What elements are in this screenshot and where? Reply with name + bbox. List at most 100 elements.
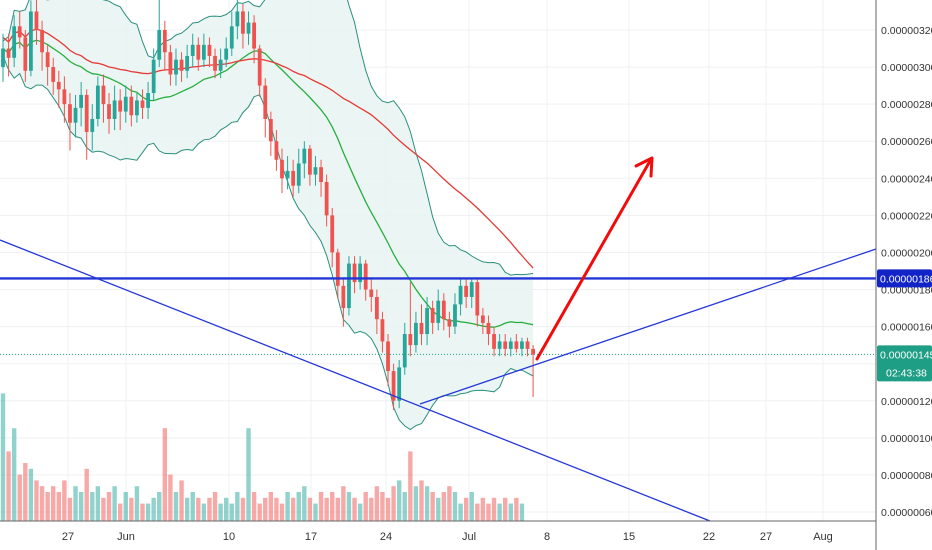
volume-bar: [95, 486, 101, 521]
volume-bar: [335, 497, 340, 521]
volume-bar: [313, 503, 318, 521]
bollinger-upper-band: [2, 0, 534, 276]
volume-bar: [179, 480, 184, 521]
y-tick-label: 0.00000300: [881, 62, 932, 74]
candle-body: [319, 167, 323, 183]
candle-body: [168, 52, 173, 75]
candle-body: [45, 52, 50, 68]
volume-bar: [374, 486, 380, 521]
volume-bar: [380, 492, 385, 521]
y-tick-label: 0.00000280: [881, 99, 932, 111]
volume-bar: [240, 497, 246, 521]
candle-body: [56, 81, 61, 90]
current-price-label: 0.00000145: [880, 349, 932, 361]
y-tick-label: 0.00000060: [881, 507, 932, 519]
volume-bar: [229, 503, 234, 521]
candle-body: [162, 30, 167, 53]
x-tick-label: 22: [703, 531, 715, 543]
candle-body: [291, 170, 296, 186]
volume-bar: [168, 474, 173, 521]
candle-body: [386, 341, 390, 372]
candle-body: [469, 282, 474, 297]
candle-body: [257, 48, 262, 86]
candle-body: [146, 93, 150, 108]
candle-body: [352, 263, 357, 283]
candle-body: [441, 300, 446, 320]
volume-bar: [106, 492, 112, 521]
candle-body: [503, 341, 508, 349]
candle-body: [34, 11, 39, 30]
volume-bar: [0, 393, 6, 521]
candle-body: [475, 282, 480, 316]
volume-bar: [519, 503, 525, 521]
candle-body: [241, 11, 245, 34]
candle-body: [347, 263, 351, 309]
support-trendline[interactable]: [419, 248, 877, 405]
candle-body: [380, 319, 385, 342]
candle-body: [123, 96, 128, 112]
candle-body: [190, 44, 195, 56]
volume-bar: [129, 497, 134, 521]
candle-body: [436, 300, 441, 323]
volume-bar: [402, 492, 407, 521]
volume-bar: [140, 503, 145, 521]
volume-bar: [318, 492, 324, 521]
candle-body: [95, 85, 100, 119]
volume-bar: [441, 492, 447, 521]
candle-body: [17, 26, 22, 38]
y-tick-label: 0.00000200: [881, 247, 932, 259]
volume-bar: [436, 497, 441, 521]
candle-body: [453, 304, 457, 327]
resistance-price-badge: 0.00000186: [877, 269, 932, 288]
projection-arrow[interactable]: [535, 156, 654, 361]
candle-body: [358, 263, 363, 283]
candle-body: [29, 11, 33, 71]
candle-body: [246, 22, 251, 34]
moving-average-red: [2, 28, 534, 269]
candle-body: [73, 107, 78, 123]
volume-bar: [145, 503, 151, 521]
candle-body: [84, 94, 89, 132]
descending-trendline[interactable]: [0, 239, 711, 522]
candle-body: [313, 167, 318, 175]
candle-body: [229, 26, 234, 49]
y-tick-label: 0.00000180: [881, 285, 932, 297]
candle-body: [23, 37, 28, 71]
volume-bar: [235, 492, 240, 521]
volume-bar: [491, 497, 497, 521]
volume-bar: [396, 480, 402, 521]
volume-bar: [90, 492, 95, 521]
volume-bar: [430, 492, 435, 521]
candle-body: [508, 341, 513, 349]
candle-body: [90, 118, 95, 132]
volume-bar: [391, 486, 396, 521]
candle-body: [68, 104, 72, 123]
volume-bar: [45, 492, 50, 521]
candle-body: [341, 285, 346, 309]
volume-bar: [123, 492, 128, 521]
volume-bar: [307, 497, 313, 521]
volume-bar: [78, 492, 84, 521]
candle-body: [430, 308, 435, 323]
volume-bar: [469, 492, 474, 521]
volume-bar: [157, 492, 162, 521]
candle-body: [268, 118, 273, 142]
volume-bar: [341, 486, 346, 521]
candle-body: [235, 11, 240, 27]
x-tick-label: Jul: [462, 531, 476, 543]
candle-body: [302, 148, 307, 164]
candle-body: [520, 341, 524, 349]
arrow-shaft: [535, 159, 652, 361]
volume-bar: [117, 503, 123, 521]
candle-body: [369, 289, 374, 297]
volume-bar: [369, 497, 374, 521]
candle-body: [213, 55, 217, 71]
volume-bar: [51, 486, 56, 521]
candle-body: [374, 296, 379, 320]
volume-bar: [56, 492, 61, 521]
volume-bar: [218, 503, 223, 521]
volume-bars: [0, 393, 525, 521]
volume-bar: [480, 497, 486, 521]
volume-bar: [458, 503, 463, 521]
